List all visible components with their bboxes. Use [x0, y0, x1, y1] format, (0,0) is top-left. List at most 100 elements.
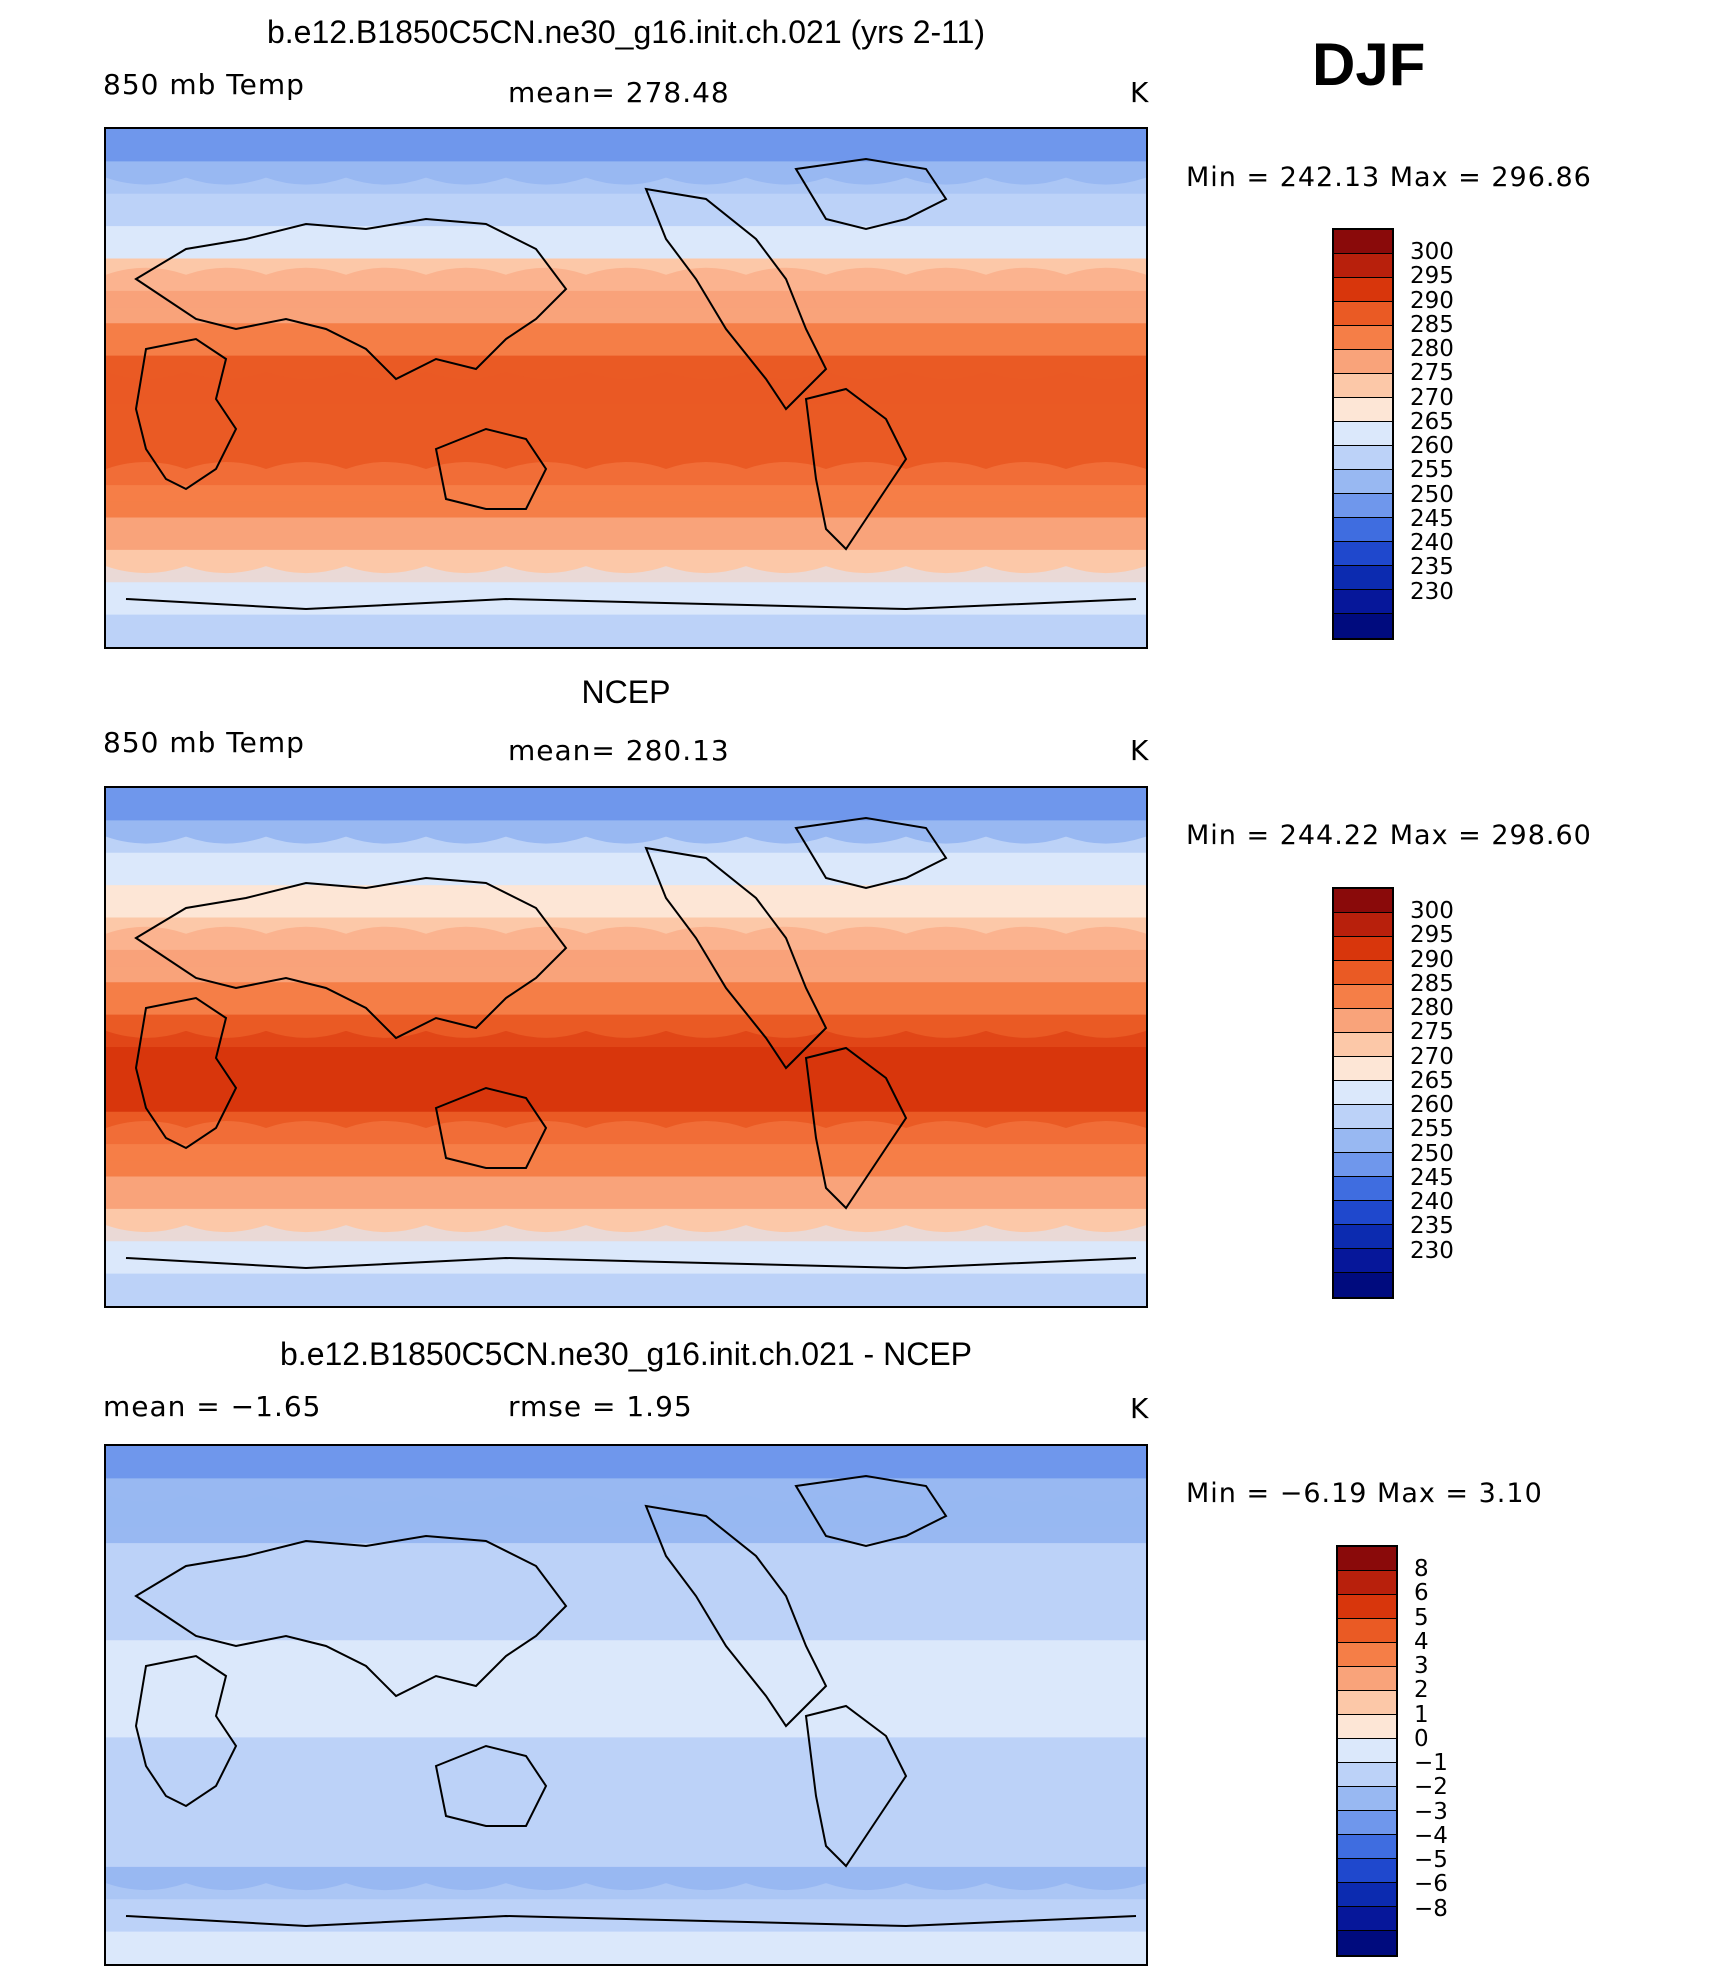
heatmap-contour-region [106, 1584, 1146, 1625]
colorbar-tick-label: 280 [1410, 336, 1454, 363]
colorbar-tick-label: 235 [1410, 554, 1454, 581]
colorbar-swatch [1334, 422, 1392, 446]
heatmap-band [106, 1079, 1146, 1113]
panel-1-map [104, 127, 1148, 649]
heatmap-band [106, 1176, 1146, 1210]
colorbar-tick-label: 285 [1410, 970, 1454, 997]
heatmap-contour-region [106, 1688, 1146, 1722]
panel-3-rmse-label: rmse = 1.95 [508, 1390, 693, 1423]
coastline [804, 1704, 908, 1868]
coastline [434, 1744, 548, 1827]
coastline [644, 846, 828, 1070]
colorbar-swatch [1334, 1201, 1392, 1225]
colorbar-tick-label: 260 [1410, 1092, 1454, 1119]
colorbar-swatch [1334, 566, 1392, 590]
colorbar-swatch [1334, 374, 1392, 398]
colorbar-swatch [1334, 1033, 1392, 1057]
coastline [794, 157, 948, 231]
panel-1-mean-label: mean= 278.48 [508, 76, 730, 109]
colorbar-tick-label: 280 [1410, 995, 1454, 1022]
colorbar-swatch [1334, 614, 1392, 638]
colorbar-swatch [1338, 1547, 1396, 1571]
panel-2-min-max: Min = 244.22 Max = 298.60 [1186, 820, 1592, 851]
colorbar-swatch [1334, 254, 1392, 278]
panel-3-min-max: Min = −6.19 Max = 3.10 [1186, 1478, 1543, 1509]
colorbar-tick-label: 2 [1414, 1677, 1429, 1704]
colorbar-tick-label: 300 [1410, 239, 1454, 266]
coastline [134, 337, 238, 491]
colorbar-swatch [1334, 1057, 1392, 1081]
colorbar-swatch [1338, 1571, 1396, 1595]
colorbar-tick-label: 240 [1410, 530, 1454, 557]
panel-3-title: b.e12.B1850C5CN.ne30_g16.init.ch.021 - N… [280, 1336, 972, 1372]
heatmap-band [106, 129, 1146, 163]
heatmap-band [106, 788, 1146, 822]
colorbar-swatch [1338, 1763, 1396, 1787]
coastline [134, 876, 568, 1040]
season-label: DJF [1312, 31, 1426, 98]
panel-1-title: b.e12.B1850C5CN.ne30_g16.init.ch.021 (yr… [266, 14, 986, 50]
coastline [644, 1504, 828, 1728]
colorbar-swatch [1334, 937, 1392, 961]
colorbar-swatch [1338, 1811, 1396, 1835]
colorbar-tick-label: 255 [1410, 457, 1454, 484]
colorbar-tick-label: 3 [1414, 1653, 1429, 1680]
colorbar-swatch [1334, 1225, 1392, 1249]
coastline [134, 996, 238, 1150]
heatmap-band [106, 1446, 1146, 1480]
colorbar-swatch [1338, 1643, 1396, 1667]
panel-2-title: NCEP [581, 674, 671, 710]
colorbar-tick-label: 260 [1410, 433, 1454, 460]
panel-1-min-max: Min = 242.13 Max = 296.86 [1186, 162, 1592, 193]
colorbar-tick-label: −3 [1414, 1798, 1448, 1825]
colorbar-swatch [1334, 1177, 1392, 1201]
panel-2-units: K [1130, 734, 1150, 767]
colorbar-tick-label: 8 [1414, 1556, 1429, 1583]
panel-1-variable-label: 850 mb Temp [103, 68, 305, 101]
panel-1-units: K [1130, 76, 1150, 109]
colorbar-swatch [1334, 302, 1392, 326]
colorbar-swatch [1334, 542, 1392, 566]
heatmap-band [106, 1640, 1146, 1674]
colorbar-tick-label: 285 [1410, 311, 1454, 338]
colorbar-tick-label: −6 [1414, 1871, 1448, 1898]
heatmap-contour-region [106, 836, 1146, 869]
panel-3-units: K [1130, 1392, 1150, 1425]
coastline [644, 187, 828, 411]
colorbar-swatch [1334, 1273, 1392, 1297]
colorbar-tick-label: 250 [1410, 1140, 1454, 1167]
heatmap-band [106, 885, 1146, 919]
panel-3-map-svg [106, 1446, 1146, 1964]
colorbar-tick-label: 265 [1410, 408, 1454, 435]
colorbar-tick-label: −2 [1414, 1774, 1448, 1801]
heatmap-band [106, 1273, 1146, 1306]
heatmap-band [106, 420, 1146, 454]
colorbar-swatch [1334, 350, 1392, 374]
colorbar-swatch [1334, 230, 1392, 254]
heatmap-band [106, 517, 1146, 551]
colorbar-tick-label: 4 [1414, 1628, 1429, 1655]
heatmap-contour-region [106, 177, 1146, 210]
heatmap-band [106, 1737, 1146, 1771]
colorbar-swatch [1338, 1907, 1396, 1931]
colorbar-swatch [1334, 961, 1392, 985]
colorbar-swatch [1338, 1739, 1396, 1763]
colorbar-swatch [1334, 398, 1392, 422]
coastline [134, 1534, 568, 1698]
colorbar-swatch [1334, 1153, 1392, 1177]
colorbar-tick-label: 290 [1410, 287, 1454, 314]
colorbar-tick-label: 290 [1410, 946, 1454, 973]
colorbar-swatch [1334, 278, 1392, 302]
coastline [134, 1654, 238, 1808]
colorbar-tick-label: −4 [1414, 1822, 1448, 1849]
colorbar-swatch [1334, 470, 1392, 494]
heatmap-band [106, 1834, 1146, 1868]
heatmap-band [106, 323, 1146, 357]
colorbar-tick-label: 245 [1410, 505, 1454, 532]
colorbar-tick-label: 270 [1410, 384, 1454, 411]
colorbar-tick-label: −5 [1414, 1847, 1448, 1874]
colorbar-tick-label: 295 [1410, 263, 1454, 290]
colorbar-swatch [1334, 1249, 1392, 1273]
heatmap-band [106, 1931, 1146, 1964]
heatmap-band [106, 1543, 1146, 1577]
